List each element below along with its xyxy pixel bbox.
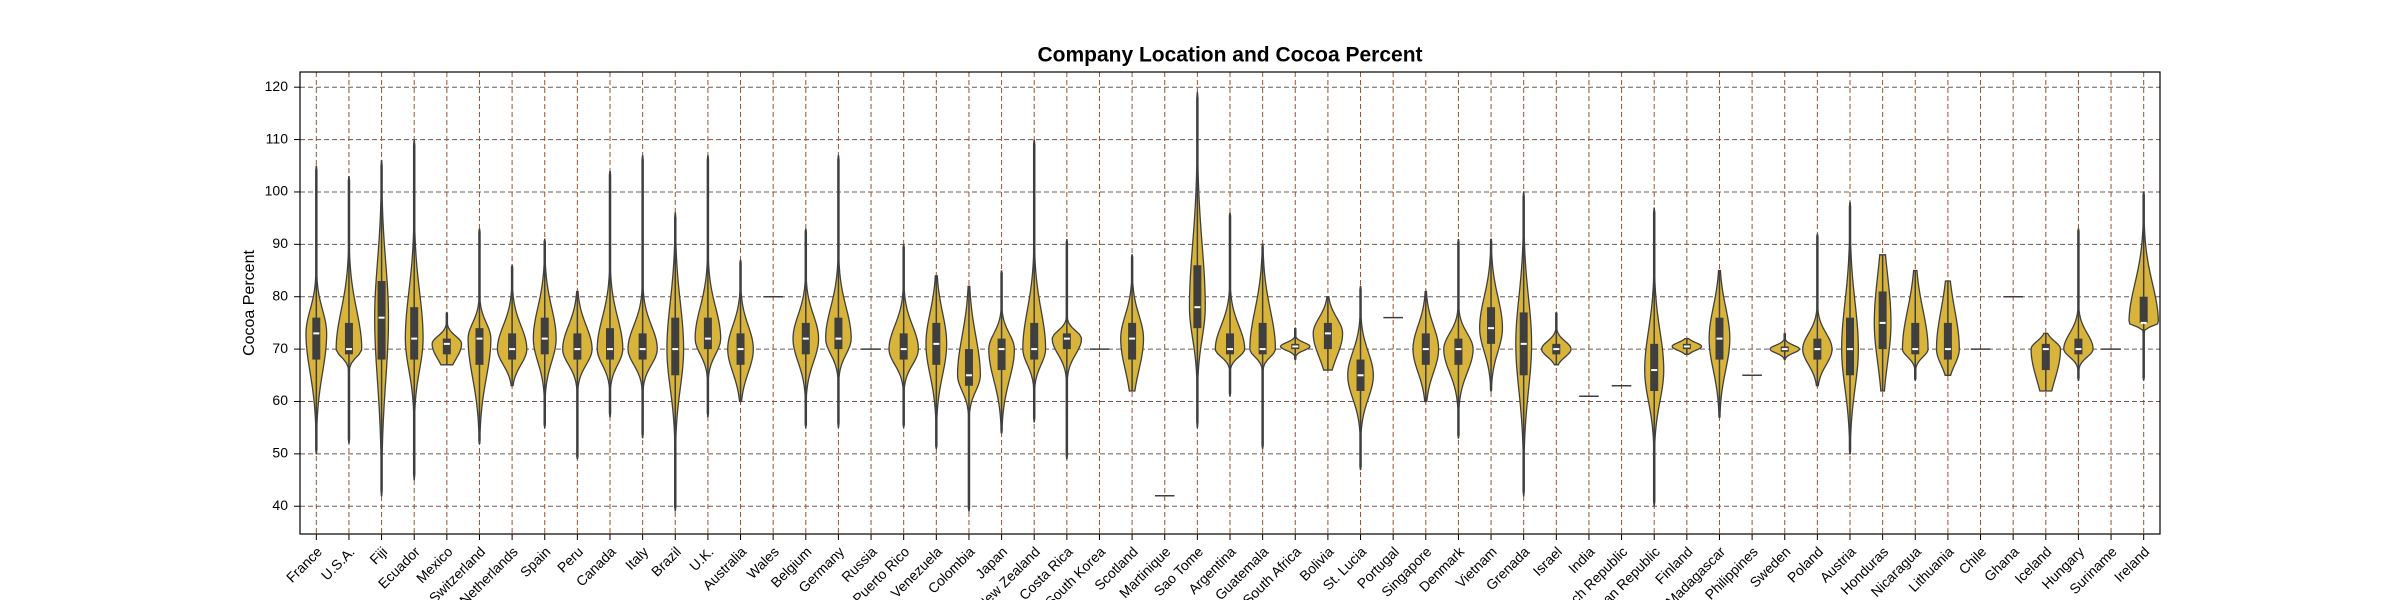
box	[1030, 322, 1039, 360]
box	[1878, 291, 1887, 350]
box	[377, 281, 386, 360]
box	[344, 322, 353, 355]
box	[410, 307, 419, 360]
box	[442, 338, 451, 355]
box	[1128, 322, 1137, 360]
box	[1487, 307, 1496, 344]
x-tick-label: Ireland	[2111, 543, 2153, 585]
box	[2074, 338, 2083, 355]
box	[312, 317, 321, 360]
box	[1454, 338, 1463, 365]
box	[573, 333, 582, 360]
box	[1258, 322, 1267, 355]
box	[1943, 322, 1952, 360]
y-tick-label: 120	[265, 78, 289, 94]
y-axis-label: Cocoa Percent	[241, 250, 258, 356]
box	[1846, 317, 1854, 376]
x-tick-label: Fiji	[366, 543, 390, 567]
box	[703, 317, 712, 350]
y-tick-label: 70	[272, 340, 288, 356]
box	[606, 328, 614, 360]
box	[834, 317, 843, 350]
box	[1193, 265, 1202, 329]
box	[964, 349, 973, 386]
y-tick-label: 80	[272, 287, 288, 303]
y-tick-label: 40	[272, 497, 288, 513]
x-tick-label: Poland	[1784, 543, 1826, 585]
box	[638, 333, 647, 360]
y-tick-label: 90	[272, 235, 288, 251]
chart-title: Company Location and Cocoa Percent	[1037, 44, 1422, 67]
y-tick-label: 50	[272, 445, 288, 461]
box	[1323, 322, 1332, 350]
box	[1911, 322, 1920, 355]
box	[1650, 343, 1659, 391]
y-tick-label: 100	[265, 183, 289, 199]
box	[540, 317, 549, 355]
y-tick-label: 60	[272, 392, 288, 408]
box	[1062, 333, 1071, 350]
box	[997, 338, 1006, 371]
box	[1226, 333, 1234, 355]
box	[2041, 343, 2050, 371]
box	[508, 333, 517, 360]
box	[2139, 296, 2148, 323]
x-tick-label: Israel	[1530, 543, 1566, 579]
x-tick-label: U.S.A.	[318, 543, 358, 583]
box	[899, 333, 908, 360]
plot-frame	[299, 71, 2161, 535]
box	[671, 317, 680, 376]
box	[475, 328, 484, 365]
y-tick-label: 110	[266, 130, 289, 146]
x-tick-label: Brazil	[648, 543, 684, 579]
x-tick-label: Spain	[517, 543, 554, 580]
x-tick-label: France	[283, 543, 325, 585]
